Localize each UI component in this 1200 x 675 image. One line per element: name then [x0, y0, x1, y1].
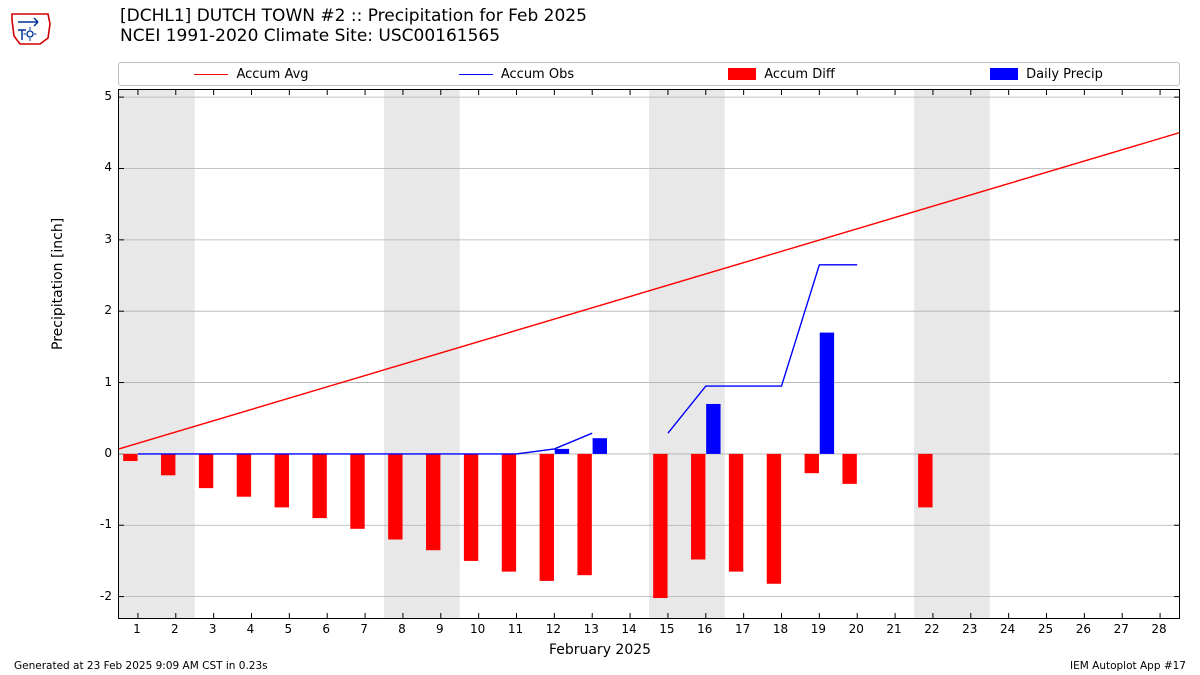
x-tick-label: 2: [171, 622, 179, 636]
x-tick-label: 6: [322, 622, 330, 636]
x-tick-label: 3: [209, 622, 217, 636]
y-tick-label: 3: [82, 232, 112, 246]
x-tick-label: 14: [621, 622, 636, 636]
plot-area: [118, 89, 1180, 619]
y-tick-label: 1: [82, 375, 112, 389]
legend-label: Accum Obs: [501, 67, 574, 82]
legend-item: Accum Avg: [119, 67, 384, 82]
chart-title: [DCHL1] DUTCH TOWN #2 :: Precipitation f…: [120, 6, 587, 26]
legend-swatch: [194, 74, 228, 75]
legend-label: Accum Diff: [764, 67, 835, 82]
legend-item: Accum Obs: [384, 67, 649, 82]
x-tick-label: 10: [470, 622, 485, 636]
x-tick-label: 27: [1114, 622, 1129, 636]
chart-title-block: [DCHL1] DUTCH TOWN #2 :: Precipitation f…: [120, 6, 587, 46]
footer-timestamp: Generated at 23 Feb 2025 9:09 AM CST in …: [14, 660, 268, 672]
x-tick-label: 16: [697, 622, 712, 636]
x-axis-label: February 2025: [0, 642, 1200, 658]
x-tick-label: 18: [773, 622, 788, 636]
x-tick-label: 21: [886, 622, 901, 636]
y-tick-label: -2: [82, 589, 112, 603]
legend-item: Accum Diff: [649, 67, 914, 82]
legend-label: Accum Avg: [236, 67, 308, 82]
x-tick-label: 26: [1076, 622, 1091, 636]
legend-label: Daily Precip: [1026, 67, 1103, 82]
x-tick-label: 4: [247, 622, 255, 636]
x-tick-label: 25: [1038, 622, 1053, 636]
legend-item: Daily Precip: [914, 67, 1179, 82]
x-tick-label: 13: [584, 622, 599, 636]
y-axis-label: Precipitation [inch]: [50, 218, 66, 350]
y-tick-label: 4: [82, 160, 112, 174]
x-tick-label: 9: [436, 622, 444, 636]
chart-subtitle: NCEI 1991-2020 Climate Site: USC00161565: [120, 26, 587, 46]
y-tick-label: 5: [82, 89, 112, 103]
y-tick-label: -1: [82, 517, 112, 531]
y-tick-label: 2: [82, 303, 112, 317]
y-tick-label: 0: [82, 446, 112, 460]
legend-swatch: [728, 68, 756, 80]
x-tick-label: 8: [398, 622, 406, 636]
x-tick-label: 11: [508, 622, 523, 636]
iem-logo: [8, 8, 54, 48]
legend-swatch: [990, 68, 1018, 80]
x-tick-label: 19: [811, 622, 826, 636]
legend-swatch: [459, 74, 493, 75]
x-tick-label: 15: [659, 622, 674, 636]
x-tick-label: 5: [285, 622, 293, 636]
x-tick-label: 22: [924, 622, 939, 636]
x-tick-label: 17: [735, 622, 750, 636]
x-tick-label: 12: [546, 622, 561, 636]
x-tick-label: 7: [360, 622, 368, 636]
footer-appname: IEM Autoplot App #17: [1070, 660, 1186, 672]
x-tick-label: 23: [962, 622, 977, 636]
legend: Accum Avg Accum Obs Accum Diff Daily Precip: [118, 62, 1180, 86]
x-tick-label: 24: [1000, 622, 1015, 636]
x-tick-label: 28: [1151, 622, 1166, 636]
x-tick-label: 20: [849, 622, 864, 636]
x-tick-label: 1: [133, 622, 141, 636]
